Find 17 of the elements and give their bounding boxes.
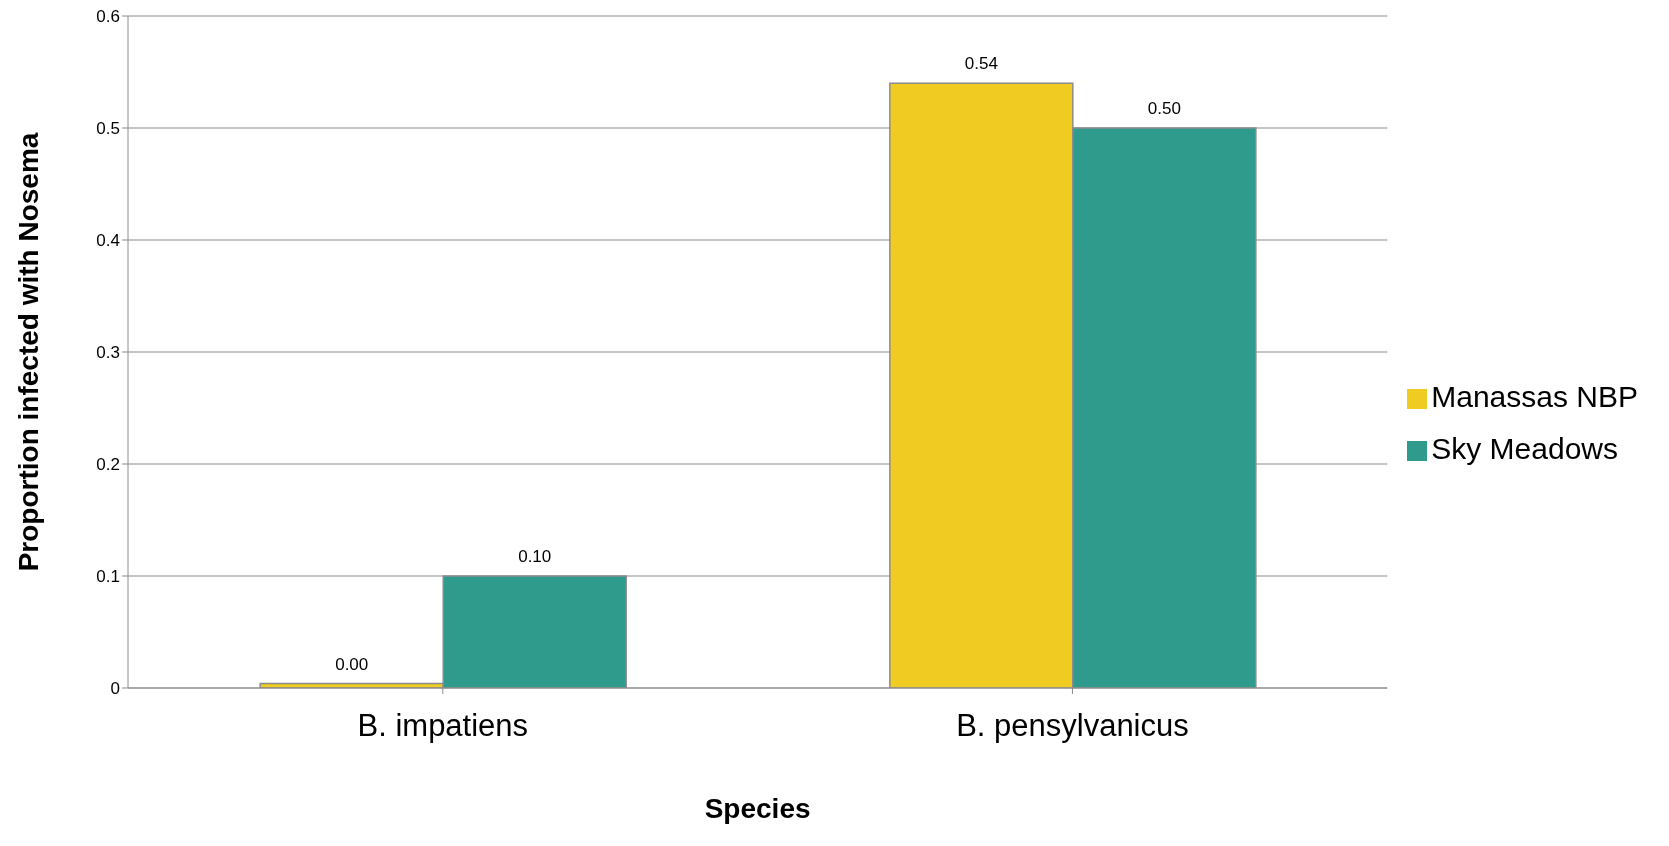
y-tick-label: 0.6 [96,7,120,27]
y-tick-label: 0.1 [96,567,120,587]
y-tick-label: 0 [110,679,120,699]
data-label: 0.50 [1147,99,1181,118]
y-tick-label: 0.4 [96,231,120,251]
x-axis-title: Species [704,793,811,824]
data-label: 0.00 [335,654,369,674]
legend-label: Manassas NBP [1431,380,1638,413]
y-tick-label: 0.2 [96,455,120,475]
data-label: 0.54 [964,54,998,74]
legend-label: Sky Meadows [1431,432,1618,465]
y-tick-label: 0.3 [96,343,120,363]
x-tick-label: B. pensylvanicus [956,708,1189,744]
y-axis-title: Proportion infected with Nosema [12,132,44,572]
data-label: 0.10 [518,547,552,566]
x-tick-label: B. impatiens [357,708,529,744]
y-tick-label: 0.5 [96,119,120,139]
